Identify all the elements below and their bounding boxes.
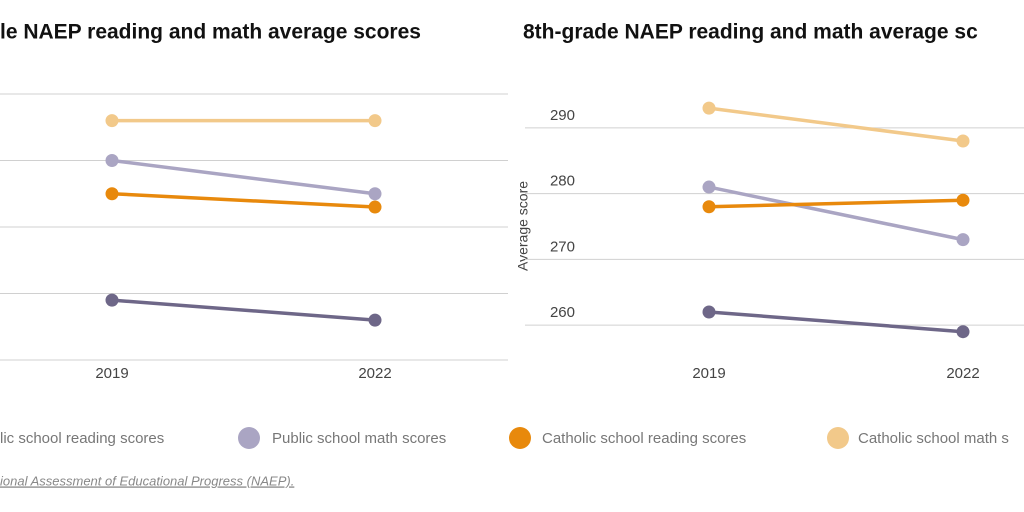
series-line bbox=[708, 106, 964, 143]
series-line bbox=[708, 198, 964, 209]
y-tick-label: 260 bbox=[550, 304, 575, 321]
x-tick-label: 2019 bbox=[692, 365, 725, 382]
series-line bbox=[708, 185, 964, 242]
series-line bbox=[708, 310, 964, 334]
data-point bbox=[956, 325, 970, 339]
chart-title: 8th-grade NAEP reading and math average … bbox=[523, 21, 978, 44]
data-point bbox=[368, 313, 382, 327]
data-point bbox=[105, 293, 119, 307]
data-point bbox=[702, 305, 716, 319]
data-point bbox=[368, 200, 382, 214]
data-point bbox=[105, 114, 119, 128]
data-point bbox=[956, 233, 970, 247]
legend-swatch bbox=[827, 427, 849, 449]
series-line bbox=[111, 298, 376, 322]
data-point bbox=[702, 200, 716, 214]
source-note: ional Assessment of Educational Progress… bbox=[0, 473, 294, 488]
data-point bbox=[105, 154, 119, 167]
y-tick-label: 290 bbox=[550, 107, 575, 124]
y-tick-label: 280 bbox=[550, 173, 575, 190]
x-tick-label: 2022 bbox=[946, 365, 979, 382]
data-point bbox=[702, 101, 716, 115]
data-point bbox=[956, 134, 970, 148]
legend-label: Public school math scores bbox=[272, 430, 446, 447]
data-point bbox=[956, 193, 970, 207]
chart-title: le NAEP reading and math average scores bbox=[0, 21, 421, 44]
series-line bbox=[111, 158, 376, 196]
y-axis-label: Average score bbox=[515, 181, 531, 271]
data-point bbox=[105, 187, 119, 201]
data-point bbox=[368, 114, 382, 128]
series-line bbox=[111, 192, 376, 209]
legend-swatch bbox=[509, 427, 531, 449]
legend-label: Catholic school reading scores bbox=[542, 430, 746, 447]
data-point bbox=[368, 187, 382, 201]
data-point bbox=[702, 180, 716, 194]
legend-label: lic school reading scores bbox=[0, 430, 164, 447]
legend-label: Catholic school math s bbox=[858, 430, 1009, 447]
y-tick-label: 270 bbox=[550, 238, 575, 255]
legend-swatch bbox=[238, 427, 260, 449]
x-tick-label: 2019 bbox=[95, 365, 128, 382]
x-tick-label: 2022 bbox=[358, 365, 391, 382]
